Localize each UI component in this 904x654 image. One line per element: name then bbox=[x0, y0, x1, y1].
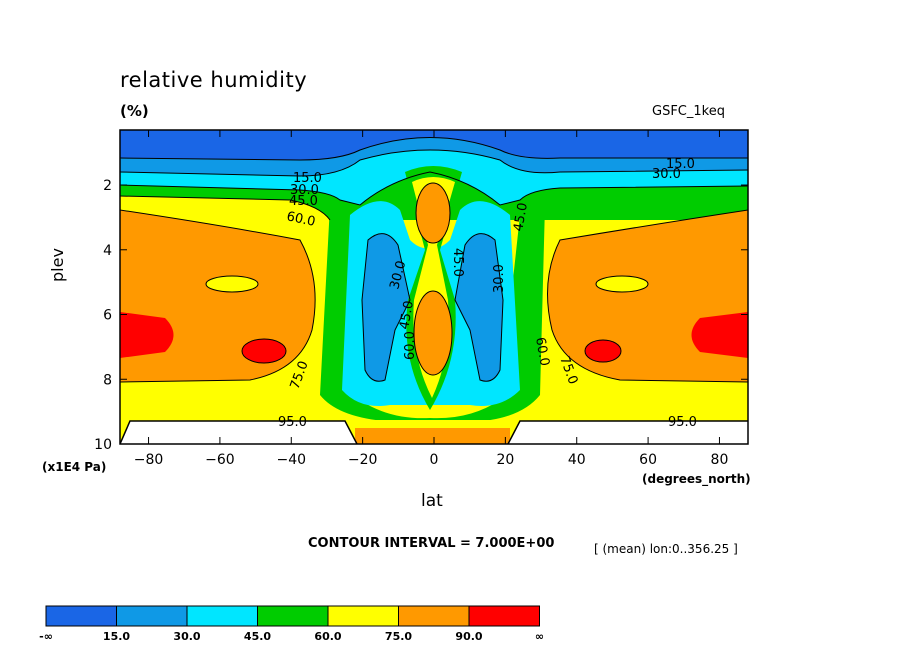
colorbar-swatch bbox=[327, 605, 399, 627]
colorbar-label: 30.0 bbox=[173, 630, 200, 643]
colorbar-label: -∞ bbox=[39, 630, 53, 643]
y-tick-label: 6 bbox=[103, 308, 112, 324]
contour-line-eq-lower bbox=[413, 290, 453, 376]
x-tick-label: 0 bbox=[430, 452, 439, 468]
colorbar-label: 90.0 bbox=[455, 630, 482, 643]
mean-info-text: [ (mean) lon:0..356.25 ] bbox=[594, 542, 738, 556]
contour-label: 60.0 bbox=[285, 209, 316, 230]
chart-title: relative humidity bbox=[120, 68, 308, 92]
x-axis-unit: (degrees_north) bbox=[642, 472, 751, 486]
contour-label: 15.0 bbox=[293, 171, 322, 186]
contour-label: 45.0 bbox=[289, 194, 318, 209]
y-axis-ticks: 2 4 6 8 10 bbox=[94, 178, 748, 453]
x-tick-label: 20 bbox=[496, 452, 514, 468]
x-tick-label: 80 bbox=[711, 452, 729, 468]
contour-line-30 bbox=[120, 149, 748, 177]
contour-line-ground bbox=[120, 420, 748, 444]
tropical-core-north bbox=[455, 233, 503, 382]
equatorial-lower-orange bbox=[414, 291, 452, 375]
contour-label: 30.0 bbox=[387, 259, 409, 291]
colorbar-swatch bbox=[257, 605, 329, 627]
contour-max-north-edge bbox=[691, 312, 748, 358]
equatorial-upper-orange bbox=[416, 183, 450, 243]
colorbar-label: ∞ bbox=[535, 630, 544, 643]
y-tick-label: 2 bbox=[103, 178, 112, 194]
contour-line-45 bbox=[120, 171, 748, 206]
x-tick-label: −20 bbox=[348, 452, 378, 468]
contour-line-max-south bbox=[241, 338, 287, 364]
x-tick-label: −80 bbox=[134, 452, 164, 468]
contour-line-eq-upper bbox=[415, 182, 451, 244]
tropical-core-south bbox=[362, 233, 410, 382]
colorbar-swatch bbox=[398, 605, 470, 627]
contour-label: 45.0 bbox=[450, 248, 465, 277]
colorbar-swatch bbox=[116, 605, 188, 627]
contour-line-tropical-north bbox=[454, 233, 504, 382]
contour-max-north-inner bbox=[585, 340, 621, 362]
x-tick-label: −60 bbox=[205, 452, 235, 468]
chart-units: (%) bbox=[120, 102, 149, 120]
contour-line-60 bbox=[120, 195, 331, 221]
x-tick-label: 60 bbox=[639, 452, 657, 468]
colorbar: -∞ 15.0 30.0 45.0 60.0 75.0 90.0 ∞ bbox=[39, 605, 544, 643]
contour-label: 15.0 bbox=[666, 157, 695, 172]
contour-max-south-edge bbox=[120, 312, 174, 358]
surface-band-yellow bbox=[355, 420, 510, 428]
colorbar-label: 15.0 bbox=[103, 630, 130, 643]
contour-interval-text: CONTOUR INTERVAL = 7.000E+00 bbox=[308, 536, 555, 551]
colorbar-label: 75.0 bbox=[385, 630, 412, 643]
colorbar-label: 60.0 bbox=[314, 630, 341, 643]
contour-spot-south-upper bbox=[206, 276, 258, 292]
y-tick-label: 4 bbox=[103, 243, 112, 259]
contour-label-group: 15.0 30.0 45.0 60.0 75.0 15.0 30.0 45.0 … bbox=[278, 157, 697, 430]
x-tick-label: 40 bbox=[568, 452, 586, 468]
tropical-column-green bbox=[320, 203, 545, 422]
contour-label: 45.0 bbox=[397, 300, 417, 331]
contour-line-15 bbox=[120, 137, 748, 161]
colorbar-swatch bbox=[468, 605, 540, 627]
contour-label: 30.0 bbox=[290, 183, 319, 198]
contour-line-spot-south bbox=[205, 275, 259, 293]
contour-label: 95.0 bbox=[278, 415, 307, 430]
contour-label: 45.0 bbox=[511, 202, 531, 233]
colorbar-swatch bbox=[186, 605, 258, 627]
source-label: GSFC_1keq bbox=[652, 104, 725, 119]
contour-line-spot-north bbox=[595, 275, 649, 293]
contour-spot-north-upper bbox=[596, 276, 648, 292]
y-tick-label: 10 bbox=[94, 437, 112, 453]
y-axis-unit: (x1E4 Pa) bbox=[42, 460, 107, 474]
contour-line-75-south bbox=[120, 209, 316, 383]
contour-line-tropical-south bbox=[361, 233, 411, 382]
y-tick-label: 8 bbox=[103, 372, 112, 388]
colorbar-label: 45.0 bbox=[244, 630, 271, 643]
filled-contours bbox=[120, 130, 748, 444]
contour-lines bbox=[120, 137, 748, 444]
contour-line-max-north bbox=[584, 339, 622, 363]
surface-band-orange bbox=[355, 426, 510, 444]
contour-label: 30.0 bbox=[652, 167, 681, 182]
ground-mask bbox=[120, 421, 748, 444]
contour-label: 60.0 bbox=[532, 336, 552, 367]
x-axis-label: lat bbox=[421, 491, 443, 511]
x-axis-ticks: −80 −60 −40 −20 0 20 40 60 80 bbox=[134, 130, 729, 468]
contour-label: 95.0 bbox=[668, 415, 697, 430]
contour-label: 60.0 bbox=[403, 331, 418, 360]
contour-line-75-north bbox=[547, 209, 748, 383]
contour-max-south-inner bbox=[242, 339, 286, 363]
x-tick-label: −40 bbox=[276, 452, 306, 468]
colorbar-swatch bbox=[45, 605, 117, 627]
contour-label: 30.0 bbox=[492, 264, 507, 293]
